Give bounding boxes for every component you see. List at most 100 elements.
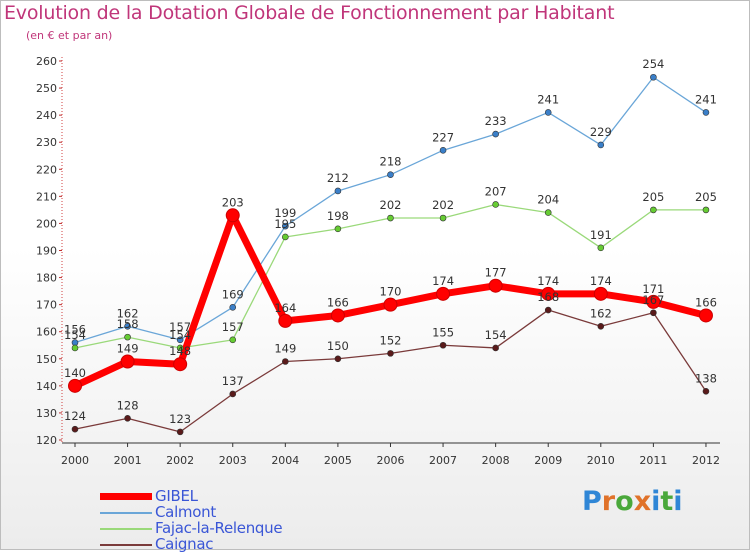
y-tick-label: 130 (36, 407, 57, 420)
data-label: 202 (380, 198, 402, 212)
data-label: 140 (64, 366, 86, 380)
data-label: 154 (169, 328, 191, 342)
data-point (383, 297, 398, 312)
data-point (229, 390, 237, 398)
x-tick-label: 2006 (376, 454, 404, 467)
data-point (544, 209, 552, 216)
data-point (597, 244, 605, 252)
data-point (282, 358, 289, 365)
data-point (698, 308, 713, 323)
data-label: 138 (695, 371, 717, 385)
legend-swatch (100, 544, 152, 546)
data-point (646, 294, 661, 309)
data-label: 241 (537, 92, 559, 106)
data-point (439, 147, 447, 154)
data-label: 227 (432, 130, 454, 144)
logo-letter: i (651, 486, 661, 517)
x-tick-label: 2005 (324, 454, 352, 467)
y-tick-label: 250 (36, 82, 57, 95)
x-tick-label: 2002 (166, 454, 194, 467)
data-point (330, 308, 345, 323)
y-tick-label: 140 (36, 380, 57, 393)
data-point (597, 322, 605, 330)
y-tick-label: 210 (36, 190, 57, 203)
data-label: 166 (327, 295, 349, 309)
logo-letter: x (633, 486, 652, 517)
logo-letter: t (660, 486, 674, 517)
data-label: 174 (432, 274, 454, 288)
legend-label: Caignac (155, 535, 214, 553)
data-point (597, 141, 605, 149)
y-tick-label: 160 (36, 326, 57, 339)
y-tick-label: 240 (36, 109, 57, 122)
data-point (436, 286, 451, 301)
legend-label: Calmont (155, 503, 216, 521)
data-point (176, 428, 184, 436)
legend-label: GIBEL (155, 487, 198, 505)
data-point (593, 286, 608, 301)
data-point (439, 214, 447, 222)
data-point (650, 206, 657, 214)
data-label: 162 (117, 306, 139, 320)
data-point (229, 336, 237, 344)
series-markers (68, 73, 713, 436)
data-label: 229 (590, 125, 612, 139)
data-point (488, 278, 503, 293)
data-point (387, 350, 394, 357)
logo-letter: o (615, 486, 634, 517)
data-label: 212 (327, 171, 349, 185)
data-label: 137 (222, 374, 244, 388)
data-point (282, 233, 289, 241)
x-tick-label: 2009 (534, 454, 562, 467)
legend-swatch (100, 493, 152, 500)
data-label: 162 (590, 306, 612, 320)
x-tick-label: 2000 (61, 454, 89, 467)
data-point (225, 208, 240, 223)
legend-label: Fajac-la-Relenque (155, 519, 283, 537)
data-point (702, 206, 710, 214)
data-label: 155 (432, 325, 454, 339)
data-label: 195 (274, 217, 296, 231)
data-label: 154 (485, 328, 507, 342)
x-tick-label: 2001 (114, 454, 142, 467)
data-point (650, 309, 657, 317)
data-label: 203 (222, 195, 244, 209)
y-tick-label: 170 (36, 299, 57, 312)
data-point (544, 109, 552, 116)
data-point (544, 306, 552, 314)
data-point (334, 187, 342, 195)
y-tick-label: 190 (36, 245, 57, 258)
data-label: 205 (642, 190, 664, 204)
data-label: 174 (537, 274, 559, 288)
data-label: 149 (274, 341, 296, 355)
data-label: 168 (537, 290, 559, 304)
logo-letter: i (673, 486, 683, 517)
axes: 120 130 140 150 160 170 180 190 200 210 220 230 240 2… (36, 55, 720, 467)
data-point (71, 344, 79, 352)
x-tick-label: 2010 (587, 454, 615, 467)
data-label: 148 (169, 344, 191, 358)
data-labels: 156 162 157 169 199 212 218 227 233 241 229 254 241 1… (64, 57, 717, 426)
x-tick-label: 2012 (692, 454, 720, 467)
data-point (541, 286, 556, 301)
x-tick-label: 2008 (482, 454, 510, 467)
data-label: 123 (169, 412, 191, 426)
data-label: 166 (695, 295, 717, 309)
y-tick-label: 220 (36, 163, 57, 176)
data-label: 174 (590, 274, 612, 288)
data-label: 149 (117, 341, 139, 355)
data-point (702, 109, 710, 116)
data-point (387, 171, 394, 178)
data-point (492, 344, 499, 352)
data-label: 254 (642, 57, 664, 71)
y-tick-label: 120 (36, 434, 57, 447)
data-label: 156 (64, 323, 86, 337)
data-label: 157 (169, 320, 191, 334)
y-tick-label: 180 (36, 272, 57, 285)
x-tick-label: 2003 (219, 454, 247, 467)
data-point (176, 344, 184, 352)
chart-title: Evolution de la Dotation Globale de Fonc… (4, 2, 615, 24)
data-label: 128 (117, 398, 139, 412)
data-point (278, 313, 293, 328)
